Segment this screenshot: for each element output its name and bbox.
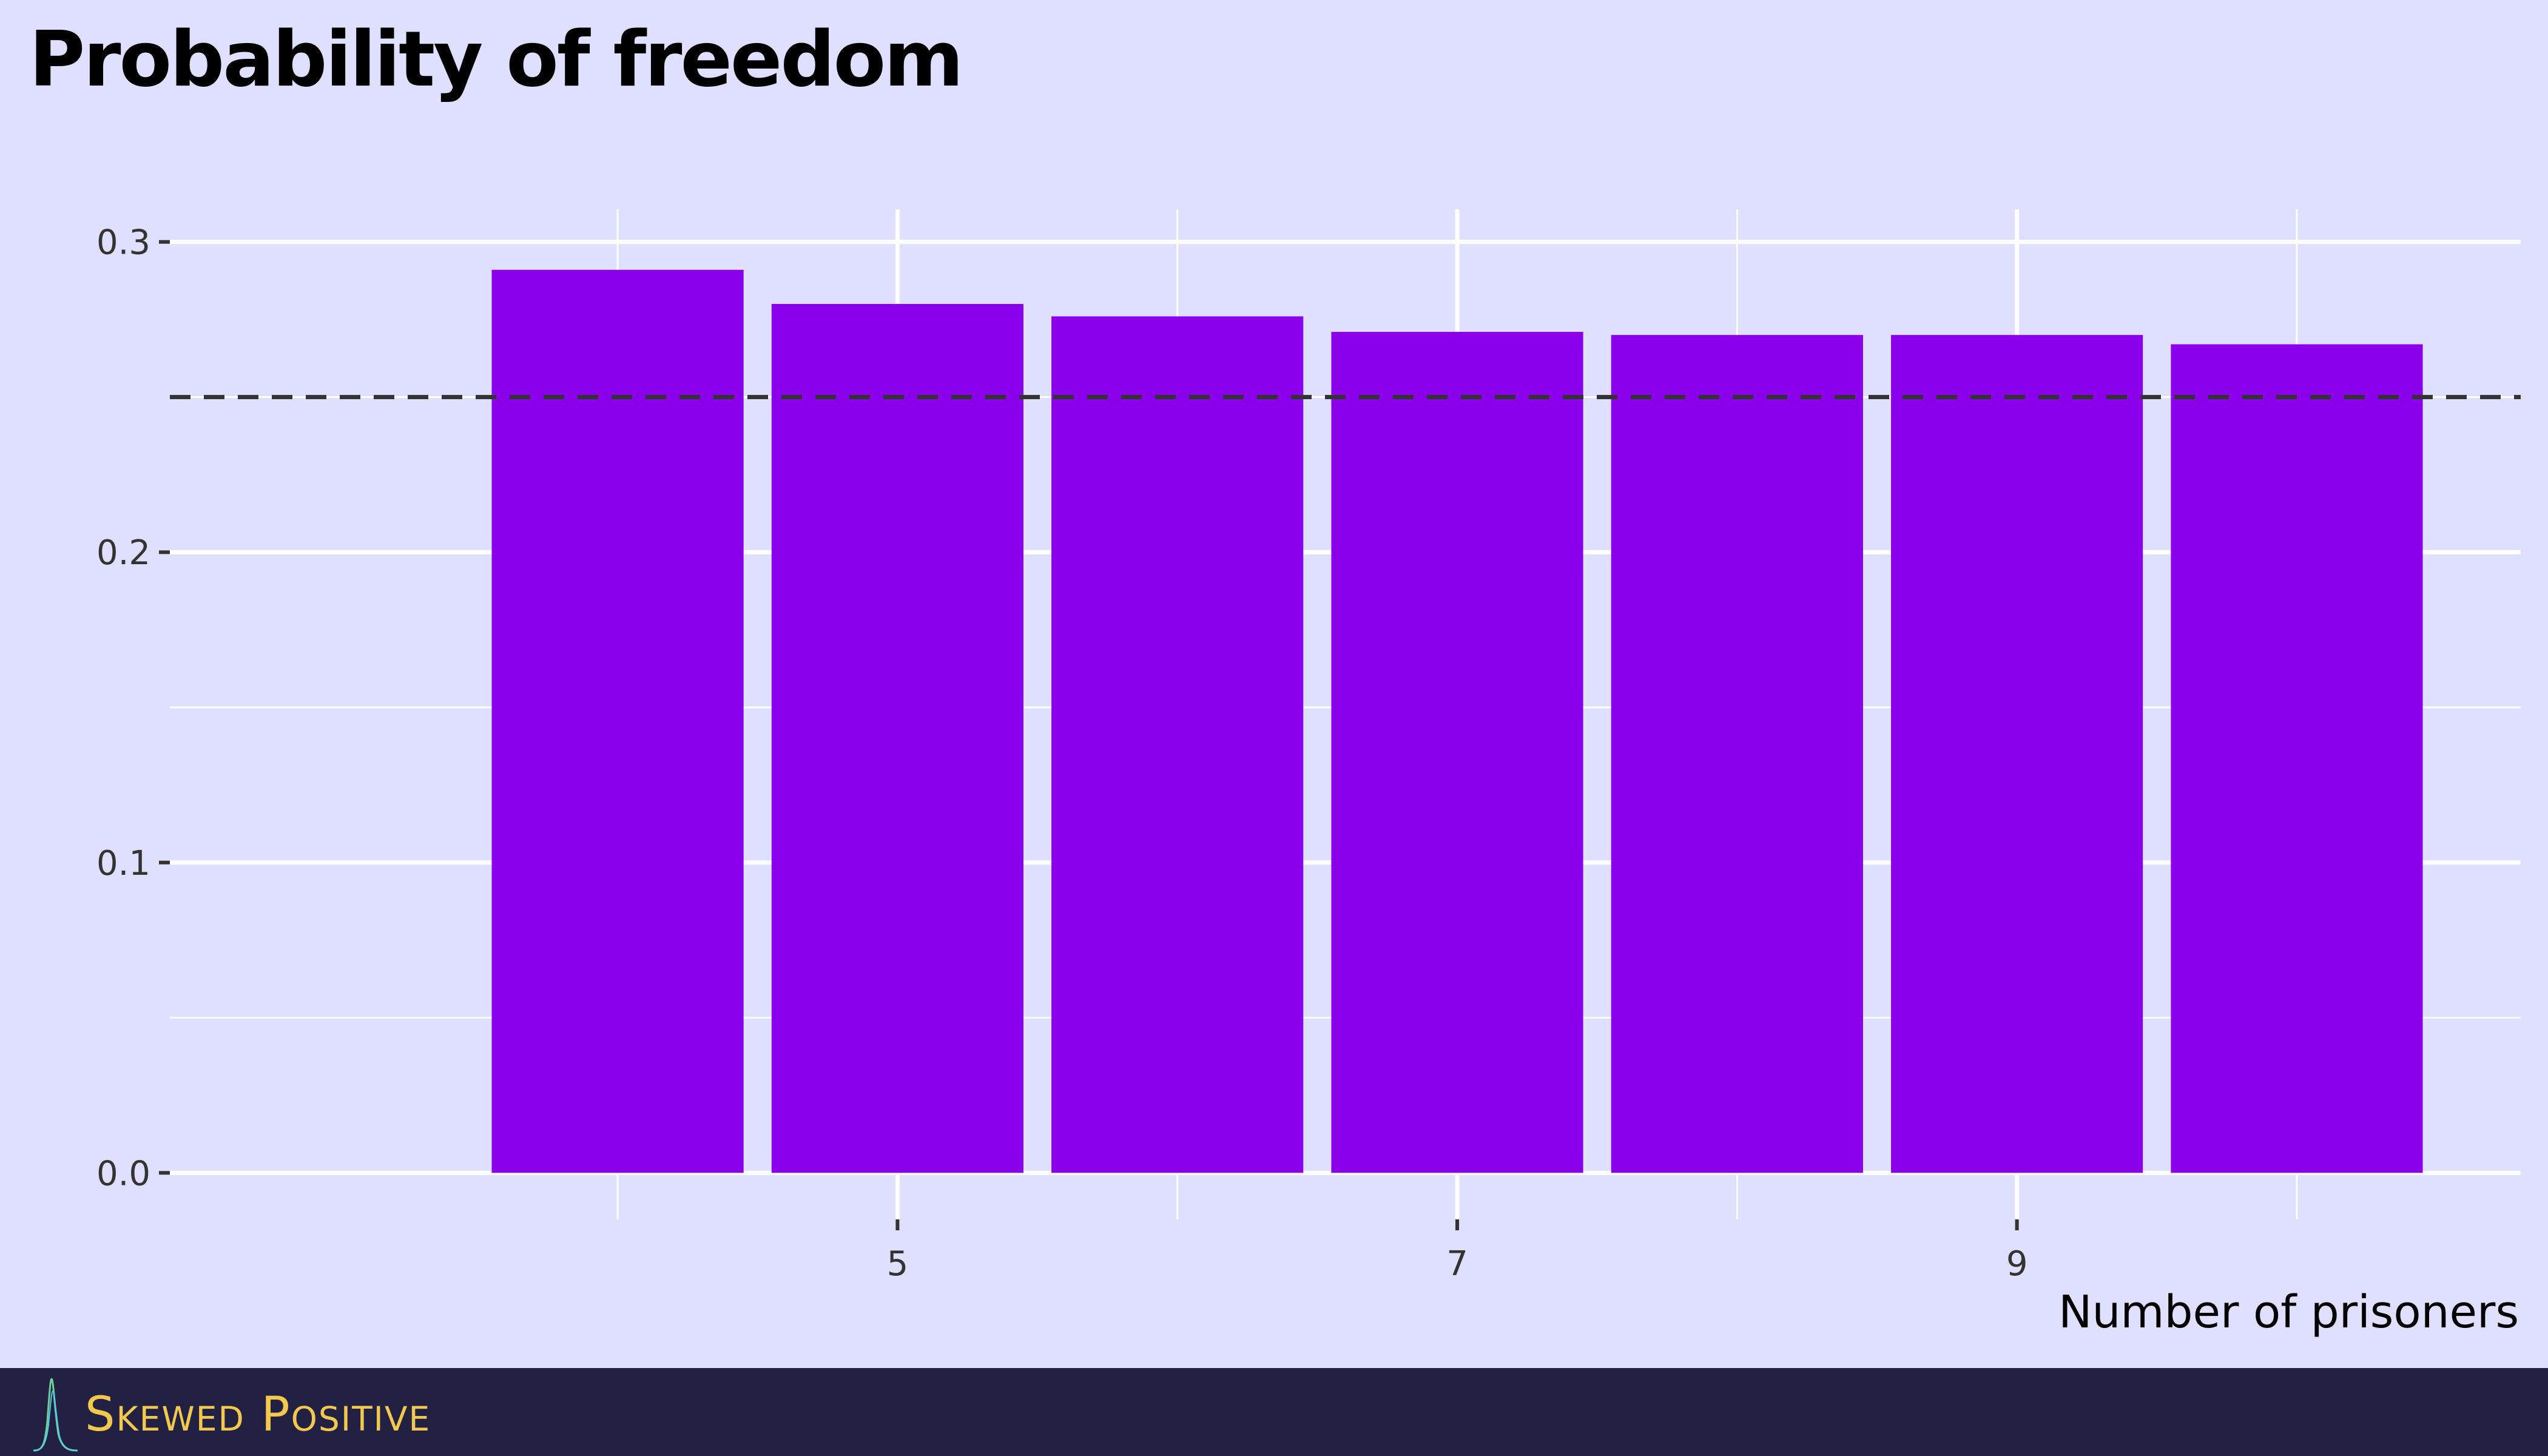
brand-name: Skewed Positive — [85, 1387, 431, 1442]
bar-7 — [1331, 332, 1583, 1173]
x-axis-label: Number of prisoners — [2058, 1286, 2519, 1338]
bar-5 — [771, 304, 1023, 1173]
bars — [491, 269, 2423, 1173]
y-tick-label: 0.2 — [96, 533, 150, 573]
x-tick-label: 5 — [887, 1244, 909, 1284]
x-tick-label: 7 — [1446, 1244, 1468, 1284]
bar-4 — [491, 269, 744, 1173]
axes: 0.0 0.1 0.2 0.3 5 7 9 — [96, 223, 2028, 1284]
y-tick-label: 0.0 — [96, 1154, 150, 1193]
bell-curve-logo-icon — [33, 1378, 78, 1452]
bar-9 — [1891, 335, 2143, 1173]
chart-panel: 0.0 0.1 0.2 0.3 5 7 9 Number of prisoners Prob… — [29, 15, 2521, 1338]
footer-bar: Skewed Positive — [0, 1368, 2548, 1456]
y-tick-label: 0.1 — [96, 844, 150, 883]
chart-title: Probability of freedom — [29, 15, 963, 104]
bar-chart: 0.0 0.1 0.2 0.3 5 7 9 Number of prisoners — [96, 209, 2521, 1338]
bar-6 — [1051, 316, 1304, 1173]
x-tick-label: 9 — [2006, 1244, 2028, 1284]
y-tick-label: 0.3 — [96, 223, 150, 263]
bar-8 — [1611, 335, 1863, 1173]
bar-10 — [2171, 344, 2423, 1173]
